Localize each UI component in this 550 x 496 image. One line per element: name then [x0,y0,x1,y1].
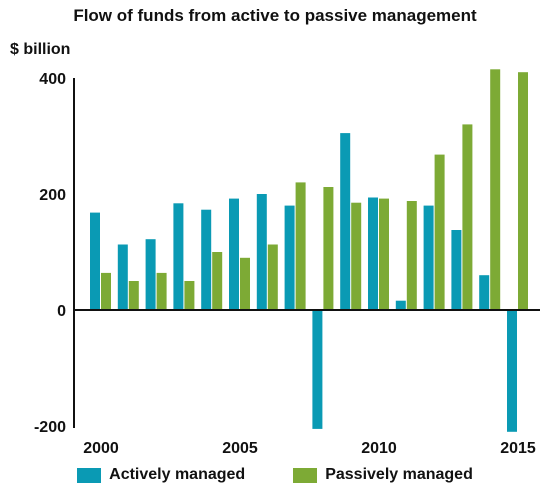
bar-active-2012 [423,205,434,310]
legend-item-passively-managed: Passively managed [293,466,473,484]
bar-active-2004 [201,209,212,310]
y-tick-label: 200 [39,187,66,204]
bar-passive-2005 [240,257,250,310]
chart-title: Flow of funds from active to passive man… [73,6,477,25]
bar-active-2014 [479,275,490,310]
bar-passive-2009 [351,202,362,310]
bar-passive-2002 [156,272,167,310]
bar-passive-2015 [518,72,528,310]
bar-passive-2000 [101,272,111,310]
x-ticks-layer: 2000 2005 2010 2015 [83,440,536,457]
bar-passive-2012 [434,154,445,310]
bar-active-2005 [229,198,239,310]
bar-passive-2011 [406,201,417,310]
legend-label-actively-managed: Actively managed [109,466,246,483]
bar-active-2015 [507,310,517,432]
x-tick-label: 2005 [222,440,258,457]
bar-active-2009 [340,133,351,310]
bar-passive-2008 [323,187,334,310]
bars-layer [90,69,528,432]
y-axis-unit-label: $ billion [10,41,71,58]
bar-active-2007 [284,205,295,310]
bar-active-2010 [368,197,378,310]
bar-passive-2014 [490,69,501,310]
y-tick-label: 0 [57,303,66,320]
bar-passive-2007 [295,182,306,310]
bar-active-2001 [117,244,128,310]
bar-passive-2010 [379,198,389,310]
bar-active-2008 [312,310,323,429]
bar-active-2003 [173,203,184,310]
x-tick-label: 2015 [500,440,536,457]
bar-passive-2006 [267,244,278,310]
bar-passive-2001 [128,281,139,310]
bar-active-2000 [90,212,100,310]
bar-active-2011 [395,300,406,310]
legend-swatch-passively-managed [293,467,318,483]
bar-active-2006 [256,194,267,310]
bar-passive-2013 [462,124,473,311]
bar-active-2013 [451,230,462,310]
bar-active-2002 [145,239,156,310]
legend-item-actively-managed: Actively managed [77,466,245,484]
bar-passive-2003 [184,281,195,310]
x-tick-label: 2010 [361,440,397,457]
legend-label-passively-managed: Passively managed [325,466,473,483]
bar-passive-2004 [212,252,223,310]
y-tick-label: -200 [34,419,66,436]
y-ticks-layer: 400 200 0 -200 [34,71,66,436]
x-tick-label: 2000 [83,440,119,457]
y-tick-label: 400 [39,71,66,88]
legend: Actively managed Passively managed [0,466,550,484]
legend-swatch-actively-managed [77,467,102,483]
